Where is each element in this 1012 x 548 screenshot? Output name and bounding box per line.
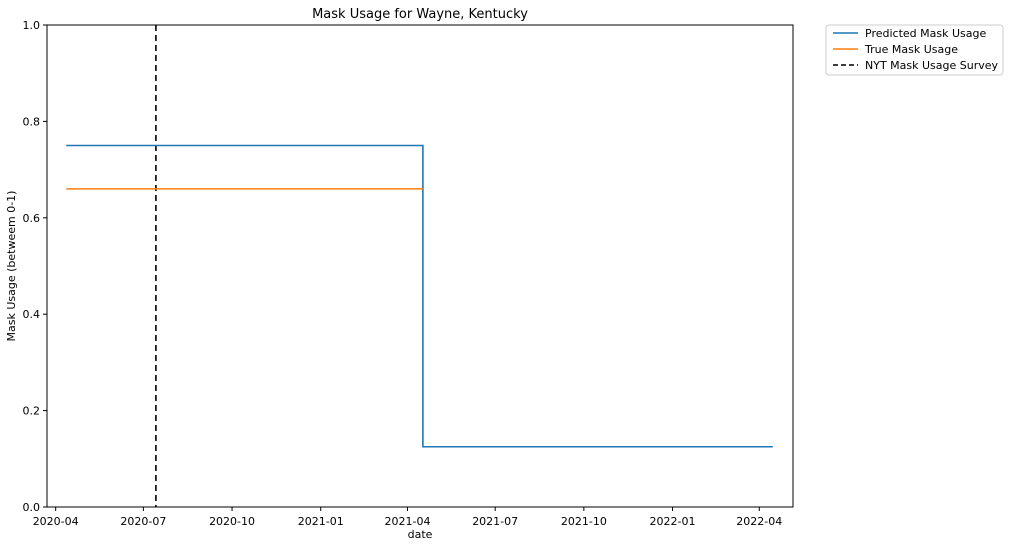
legend-label: Predicted Mask Usage [865,27,986,40]
plot-area [66,25,773,507]
x-tick-label: 2021-04 [384,515,430,528]
x-tick-label: 2020-10 [209,515,255,528]
y-tick-label: 0.8 [23,115,41,128]
series-line-0 [66,144,773,448]
legend-label: NYT Mask Usage Survey [865,59,999,72]
x-tick-label: 2021-07 [472,515,518,528]
y-tick-label: 0.0 [23,501,41,514]
legend-label: True Mask Usage [864,43,958,56]
x-tick-label: 2020-07 [120,515,166,528]
x-tick-label: 2021-10 [561,515,607,528]
x-tick-label: 2020-04 [33,515,79,528]
y-tick-label: 0.2 [23,405,41,418]
legend-box [825,24,1004,76]
x-axis-title: date [408,528,433,541]
y-tick-label: 1.0 [23,19,41,32]
x-axis: 2020-04 2020-07 2020-10 2021-01 2021-04 2021-… [33,507,782,528]
x-tick-label: 2022-01 [650,515,696,528]
x-tick-label: 2022-04 [736,515,782,528]
legend: Predicted Mask Usage True Mask Usage NYT M… [825,24,1004,76]
y-axis: 0.0 0.2 0.4 0.6 0.8 1.0 [23,19,47,514]
plot-frame [46,24,794,508]
chart-title: Mask Usage for Wayne, Kentucky [312,7,528,22]
y-tick-label: 0.6 [23,212,41,225]
y-axis-title: Mask Usage (betweem 0-1) [5,191,18,342]
x-tick-label: 2021-01 [298,515,344,528]
y-tick-label: 0.4 [23,308,41,321]
